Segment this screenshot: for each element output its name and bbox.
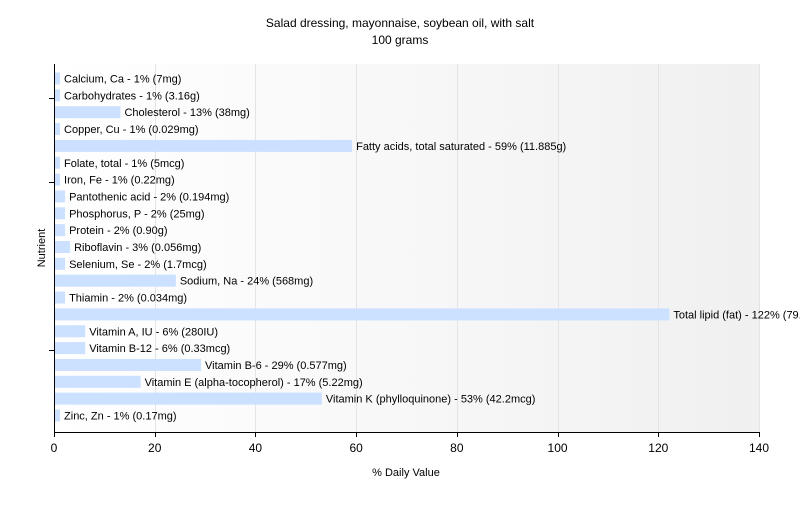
bar-data-label: Pantothenic acid - 2% (0.194mg) (69, 191, 229, 203)
y-axis-label: Nutrient (36, 229, 48, 268)
bar-data-label: Folate, total - 1% (5mcg) (64, 158, 184, 170)
x-tick-label: 80 (450, 441, 464, 455)
bar-data-label: Carbohydrates - 1% (3.16g) (64, 90, 200, 102)
x-tick-label: 0 (51, 441, 58, 455)
bar-data-label: Phosphorus, P - 2% (25mg) (69, 208, 205, 220)
bar-data-label: Vitamin B-12 - 6% (0.33mcg) (89, 343, 230, 355)
gridlines (155, 64, 760, 432)
bar-data-label: Zinc, Zn - 1% (0.17mg) (64, 411, 176, 423)
bar (55, 224, 66, 237)
bar-data-label: Iron, Fe - 1% (0.22mg) (64, 175, 175, 187)
x-tick-label: 140 (749, 441, 769, 455)
bar (55, 358, 202, 371)
bar-data-label: Copper, Cu - 1% (0.029mg) (64, 124, 199, 136)
bar-data-label: Fatty acids, total saturated - 59% (11.8… (356, 141, 566, 153)
bar (55, 375, 141, 388)
bar-data-label: Thiamin - 2% (0.034mg) (69, 293, 187, 305)
bar (55, 274, 176, 287)
bar (55, 72, 61, 85)
bar (55, 257, 66, 270)
bar-data-label: Vitamin K (phylloquinone) - 53% (42.2mcg… (326, 394, 536, 406)
x-tick-label: 60 (349, 441, 363, 455)
bar-data-label: Vitamin B-6 - 29% (0.577mg) (205, 360, 347, 372)
bar (55, 156, 61, 169)
bar (55, 392, 322, 405)
bar (55, 139, 353, 152)
bar-data-label: Selenium, Se - 2% (1.7mcg) (69, 259, 207, 271)
bar (55, 291, 66, 304)
bar (55, 173, 61, 186)
bar (55, 308, 670, 321)
bar-data-label: Vitamin A, IU - 6% (280IU) (89, 326, 218, 338)
bar (55, 325, 86, 338)
bar-data-label: Cholesterol - 13% (38mg) (124, 107, 249, 119)
bar-data-label: Vitamin E (alpha-tocopherol) - 17% (5.22… (145, 377, 363, 389)
chart-subtitle: 100 grams (372, 33, 429, 47)
x-tick-label: 20 (148, 441, 162, 455)
bar-data-label: Total lipid (fat) - 122% (79.39g) (673, 309, 800, 321)
bar-data-label: Riboflavin - 3% (0.056mg) (74, 242, 201, 254)
bar (55, 409, 61, 422)
axes: 0 20 40 60 80 100 120 140 (49, 64, 769, 455)
bar (55, 241, 71, 253)
bar-data-label: Calcium, Ca - 1% (7mg) (64, 74, 181, 86)
bar (55, 123, 61, 136)
bar-data-label: Sodium, Na - 24% (568mg) (180, 276, 313, 288)
x-tick-label: 120 (648, 441, 668, 455)
bar (55, 89, 61, 102)
bar (55, 190, 66, 203)
x-tick-label: 100 (548, 441, 568, 455)
bar (55, 342, 86, 355)
bar (55, 207, 66, 220)
bar-data-label: Protein - 2% (0.90g) (69, 225, 167, 237)
x-axis-label: % Daily Value (372, 467, 440, 479)
x-tick-label: 40 (249, 441, 263, 455)
chart-title: Salad dressing, mayonnaise, soybean oil,… (266, 16, 535, 30)
bar (55, 106, 121, 119)
bars-group: Calcium, Ca - 1% (7mg) Carbohydrates - 1%… (55, 72, 800, 423)
